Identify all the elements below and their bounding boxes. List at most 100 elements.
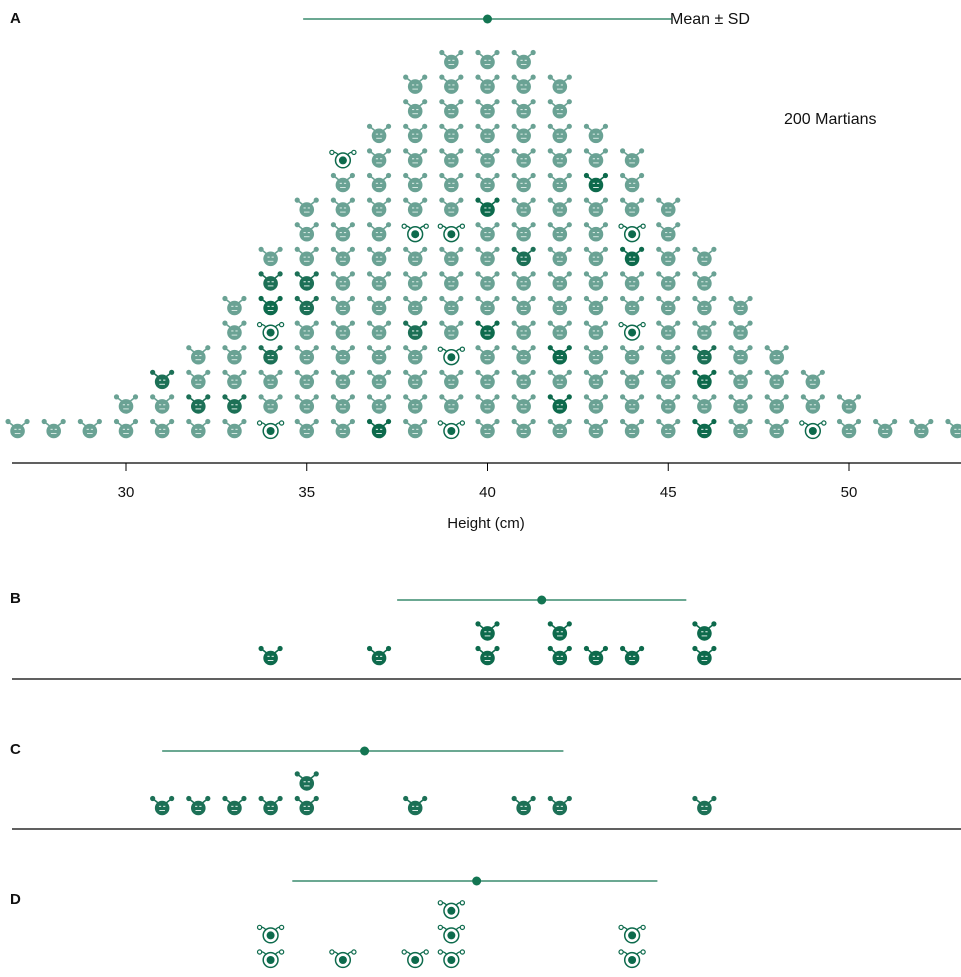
martian-icon [403, 148, 428, 168]
sample-c-martian [258, 795, 283, 816]
martian-icon [330, 295, 355, 316]
martian-icon [511, 148, 536, 168]
martian-icon [222, 295, 247, 316]
martian-icon [258, 394, 283, 414]
martian-icon [330, 320, 355, 340]
martian-icon [583, 295, 609, 316]
martian-icon [439, 320, 464, 340]
panel-d: D [10, 876, 658, 969]
martian-icon [692, 320, 717, 340]
sample-c-martian [222, 795, 247, 816]
martian-icon [764, 345, 789, 365]
sample-d-martian [618, 223, 646, 243]
martian-icon [728, 295, 753, 316]
martian-icon [583, 320, 609, 340]
martian-icon [836, 418, 862, 439]
martian-icon [800, 369, 825, 390]
sample-d-martian [437, 924, 466, 944]
martian-icon [330, 197, 355, 217]
martian-icon [294, 246, 319, 267]
martian-icon [439, 295, 464, 316]
martian-icon [403, 246, 428, 267]
sample-d-martian [401, 949, 429, 969]
sample-c-martian [186, 394, 211, 414]
martian-icon [547, 123, 572, 144]
martian-icon [511, 345, 536, 365]
martian-icon [439, 197, 464, 217]
martian-icon [620, 172, 645, 193]
martian-icon [366, 123, 392, 144]
martian-icon [692, 295, 717, 316]
martian-icon [403, 74, 428, 94]
martian-icon [403, 271, 428, 291]
martian-icon [222, 369, 247, 390]
martian-icon [511, 394, 536, 414]
martian-icon [873, 418, 898, 439]
martian-icon [366, 320, 392, 340]
sample-b-martian [475, 621, 500, 641]
martian-icon [547, 222, 572, 242]
martian-icon [692, 246, 717, 267]
sample-d-martian [618, 949, 646, 969]
martian-icon [511, 123, 536, 144]
martian-icon [222, 418, 247, 439]
martian-icon [186, 345, 211, 365]
martian-icon [475, 295, 500, 316]
martian-icon [656, 418, 681, 439]
sample-d-dots [256, 900, 646, 969]
martian-icon [439, 123, 464, 144]
mean-sd-b [397, 595, 687, 605]
sample-c-martian [186, 795, 211, 816]
sample-b-martian [258, 295, 283, 316]
mean-sd-c [162, 746, 564, 756]
martian-icon [294, 369, 319, 390]
martian-icon [150, 394, 175, 414]
sample-c-martian [511, 246, 536, 267]
sample-b-martian [258, 645, 283, 666]
martian-icon [475, 172, 500, 193]
martian-icon [656, 320, 681, 340]
martian-icon [330, 394, 355, 414]
martian-icon [330, 418, 355, 439]
martian-icon [692, 394, 717, 414]
martian-icon [620, 394, 645, 414]
martian-icon [511, 197, 536, 217]
x-tick-label: 45 [660, 484, 677, 501]
panel-label-d: D [10, 891, 21, 908]
martian-icon [656, 271, 681, 291]
martian-icon [583, 345, 609, 365]
martian-icon [294, 222, 319, 242]
martian-icon [547, 369, 572, 390]
sample-b-martian [475, 197, 500, 217]
martian-icon [5, 418, 30, 439]
martian-icon [511, 74, 536, 94]
martian-icon [475, 369, 500, 390]
martian-icon [511, 418, 536, 439]
martian-icon [366, 197, 392, 217]
martian-icon [439, 49, 464, 70]
martian-icon [475, 418, 500, 439]
martian-icon [547, 246, 572, 267]
martian-icon [330, 369, 355, 390]
sample-b-martian [366, 645, 392, 666]
martian-icon [547, 271, 572, 291]
martian-icon [511, 320, 536, 340]
martian-icon [403, 345, 428, 365]
martian-icon [294, 320, 319, 340]
martian-icon [475, 394, 500, 414]
x-tick-label: 30 [118, 484, 135, 501]
x-axis-ticks: 30 35 40 45 50 [118, 463, 857, 501]
martian-icon [583, 369, 609, 390]
panel-a: A Mean ± SD 200 Martians 30 35 40 45 50 Heig… [5, 10, 961, 532]
martian-icon [330, 172, 355, 193]
sample-d-martian [437, 346, 466, 366]
sample-b-martian [583, 645, 609, 666]
martian-icon [656, 295, 681, 316]
sample-c-martian [294, 771, 319, 791]
sample-c-martian [258, 271, 283, 291]
martian-icon [511, 222, 536, 242]
panel-label-a: A [10, 10, 21, 27]
martian-icon [547, 148, 572, 168]
sample-c-martian [294, 271, 319, 291]
martian-icon [547, 99, 572, 119]
